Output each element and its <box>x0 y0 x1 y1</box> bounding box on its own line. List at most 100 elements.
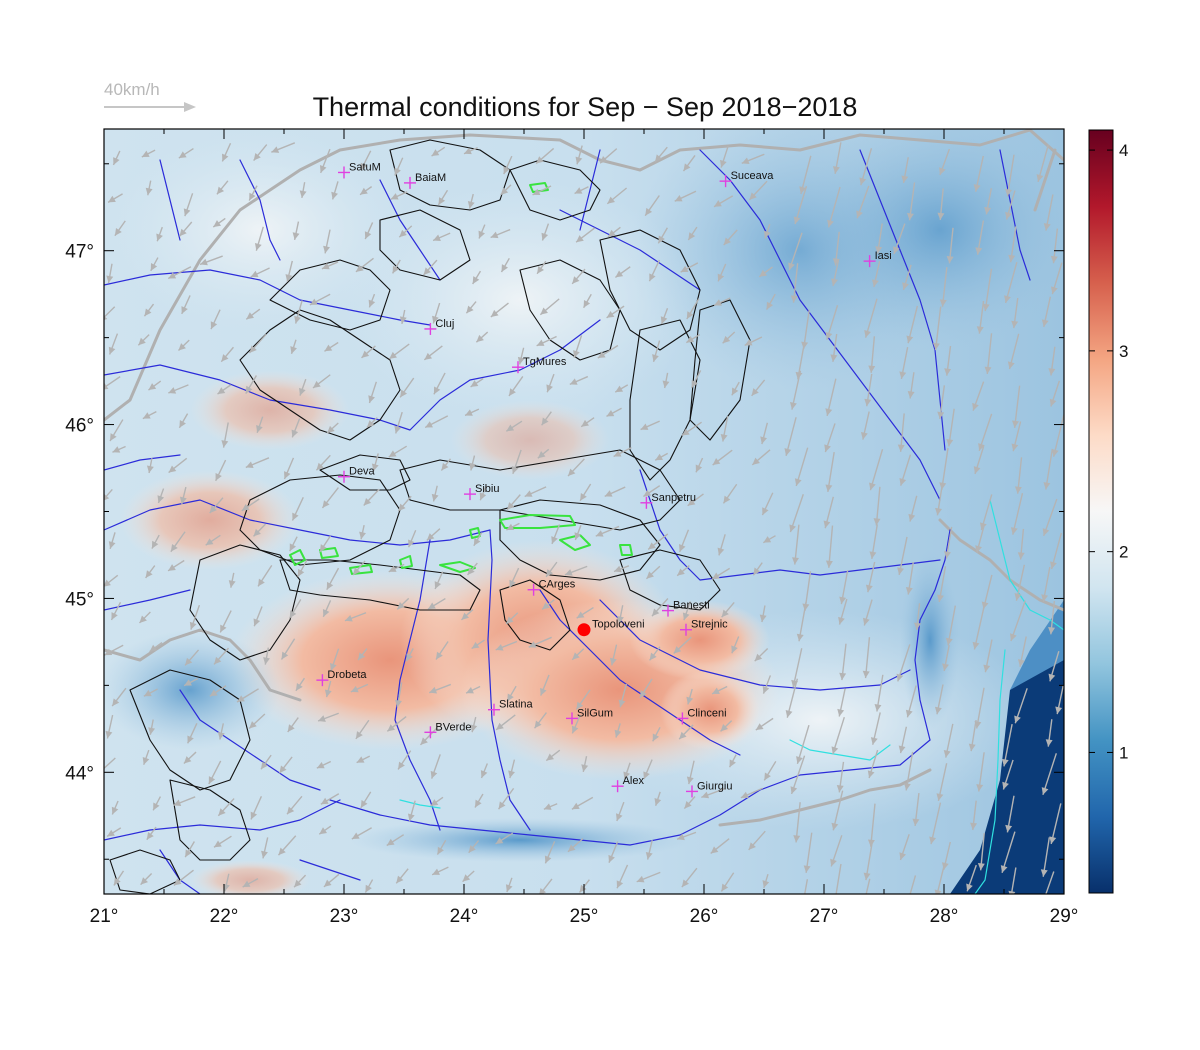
wind-arrow-head <box>976 326 984 334</box>
wind-arrow-head <box>138 337 146 346</box>
wind-arrow-head <box>271 146 280 153</box>
wind-arrow-head <box>151 540 159 549</box>
wind-arrow-head <box>687 498 696 506</box>
high-altitude-contour <box>559 534 591 551</box>
wind-arrow-head <box>508 388 516 396</box>
wind-arrow-head <box>649 273 656 282</box>
wind-arrow-head <box>762 507 769 516</box>
wind-arrow-head <box>983 664 991 673</box>
wind-arrow-head <box>740 791 749 799</box>
wind-arrow-head <box>299 387 306 396</box>
wind-arrow-head <box>984 206 992 215</box>
wind-arrow <box>941 448 949 490</box>
wind-arrow-head <box>721 609 729 618</box>
wind-arrow-head <box>389 351 397 359</box>
wind-arrow-head <box>937 212 945 220</box>
wind-arrow-head <box>507 693 514 702</box>
wind-arrow-head <box>218 808 226 816</box>
wind-arrow-head <box>914 622 921 630</box>
wind-arrow-head <box>368 299 376 308</box>
wind-arrow-head <box>839 672 847 681</box>
wind-arrow-head <box>763 230 771 239</box>
wind-arrow-head <box>790 402 797 410</box>
wind-arrow-head <box>609 657 617 666</box>
wind-arrow-head <box>505 884 513 892</box>
wind-arrow-head <box>859 177 867 186</box>
wind-arrow-head <box>613 450 622 457</box>
wind-arrow-head <box>860 906 867 914</box>
wind-arrow-head <box>544 855 552 864</box>
wind-arrow-head <box>936 793 944 801</box>
wind-arrow-head <box>939 482 947 490</box>
wind-arrow-head <box>183 208 191 217</box>
wind-arrow-head <box>714 299 722 306</box>
wind-arrow-head <box>1005 824 1013 833</box>
wind-arrow-head <box>681 428 690 436</box>
wind-arrow-head <box>107 829 115 837</box>
wind-arrow-head <box>261 850 268 859</box>
wind-arrow-head <box>1010 633 1017 642</box>
wind-arrow-head <box>825 484 833 492</box>
wind-arrow-head <box>294 879 302 888</box>
wind-arrow-head <box>615 813 623 822</box>
lon-tick-label: 24° <box>450 906 479 927</box>
wind-arrow-head <box>322 609 330 617</box>
wind-arrow-head <box>1011 443 1019 452</box>
wind-arrow-head <box>168 272 177 279</box>
wind-arrow-head <box>253 528 261 537</box>
wind-arrow-head <box>720 159 727 168</box>
wind-arrow-head <box>397 601 405 610</box>
wind-arrow-head <box>108 195 116 203</box>
wind-arrow-head <box>490 309 499 317</box>
wind-arrow-head <box>903 905 910 913</box>
wind-arrow-head <box>862 670 870 679</box>
wind-arrow-head <box>170 543 178 552</box>
lon-tick-label: 29° <box>1050 906 1079 927</box>
wind-arrow-head <box>178 343 186 351</box>
wind-arrow-head <box>978 443 985 451</box>
wind-arrow-head <box>1041 319 1049 327</box>
wind-arrow-head <box>324 344 333 352</box>
river-line <box>159 159 181 241</box>
wind-arrow-head <box>785 710 793 718</box>
wind-arrow-head <box>825 560 833 568</box>
wind-arrow-head <box>1011 320 1019 329</box>
wind-arrow-head <box>168 564 176 571</box>
terrain-contour <box>619 549 721 611</box>
wind-arrow-head <box>253 152 261 161</box>
river-line <box>999 149 1031 281</box>
wind-arrow-head <box>215 472 222 481</box>
wind-arrow-head <box>575 156 583 165</box>
wind-arrow-head <box>944 551 951 559</box>
wind-arrow-head <box>387 724 396 732</box>
wind-arrow-head <box>205 538 214 546</box>
wind-arrow-head <box>1014 715 1021 724</box>
wind-arrow-head <box>645 851 653 860</box>
wind-arrow <box>104 757 116 770</box>
wind-arrow-head <box>258 578 265 587</box>
wind-arrow-head <box>546 384 553 393</box>
wind-arrow-head <box>753 567 761 576</box>
wind-arrow-head <box>399 316 407 324</box>
wind-arrow-head <box>146 465 154 474</box>
wind-arrow-head <box>111 612 118 620</box>
wind-arrow-head <box>465 409 473 416</box>
wind-arrow-head <box>901 175 909 184</box>
wind-arrow-head <box>168 465 177 473</box>
wind-arrow-head <box>371 463 379 472</box>
wind-arrow-head <box>712 458 721 466</box>
station-label: Alex <box>623 775 645 787</box>
wind-arrow-head <box>897 567 904 575</box>
terrain-contour <box>499 499 661 581</box>
wind-arrow-head <box>313 380 321 388</box>
wind-arrow-head <box>408 539 415 548</box>
wind-arrow-head <box>495 644 504 651</box>
wind-arrow-head <box>1004 295 1011 303</box>
wind-arrow-head <box>353 567 361 575</box>
highlight-location-marker <box>577 623 591 637</box>
wind-arrow-head <box>654 797 662 806</box>
wind-arrow-head <box>200 258 208 266</box>
river-line <box>104 589 191 611</box>
wind-arrow-head <box>865 584 873 593</box>
wind-arrow-head <box>287 724 295 733</box>
